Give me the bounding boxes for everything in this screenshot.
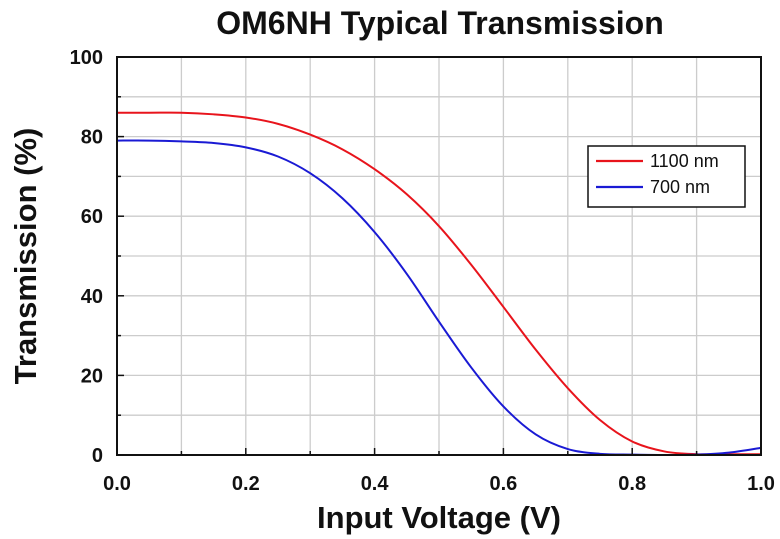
grid: [117, 57, 761, 455]
y-tick-label: 40: [81, 286, 103, 308]
legend: 1100 nm 700 nm: [587, 145, 746, 208]
series-line-1100-nm: [117, 111, 761, 456]
legend-box: [587, 145, 746, 208]
chart-title: OM6NH Typical Transmission: [216, 5, 664, 41]
y-tick-label: 20: [81, 365, 103, 387]
legend-label-1100-nm: 1100 nm: [650, 151, 719, 171]
x-tick-label: 0.6: [489, 473, 517, 495]
y-axis-title: Transmission (%): [8, 128, 43, 385]
x-tick-label: 0.0: [103, 473, 131, 495]
y-tick-label: 100: [70, 47, 103, 69]
x-tick-label: 0.8: [618, 473, 646, 495]
y-tick-label: 0: [92, 445, 103, 467]
x-axis-title: Input Voltage (V): [317, 500, 561, 535]
y-tick-label: 60: [81, 206, 103, 228]
y-tick-label: 80: [81, 127, 103, 149]
x-tick-label: 0.4: [361, 473, 390, 495]
legend-label-700-nm: 700 nm: [650, 177, 710, 197]
x-tick-label: 0.2: [232, 473, 260, 495]
x-tick-label: 1.0: [747, 473, 775, 495]
y-tick-labels: 0 20 40 60 80 100: [70, 47, 103, 467]
x-tick-labels: 0.0 0.2 0.4 0.6 0.8 1.0: [103, 473, 775, 495]
axis-ticks: [116, 56, 762, 456]
